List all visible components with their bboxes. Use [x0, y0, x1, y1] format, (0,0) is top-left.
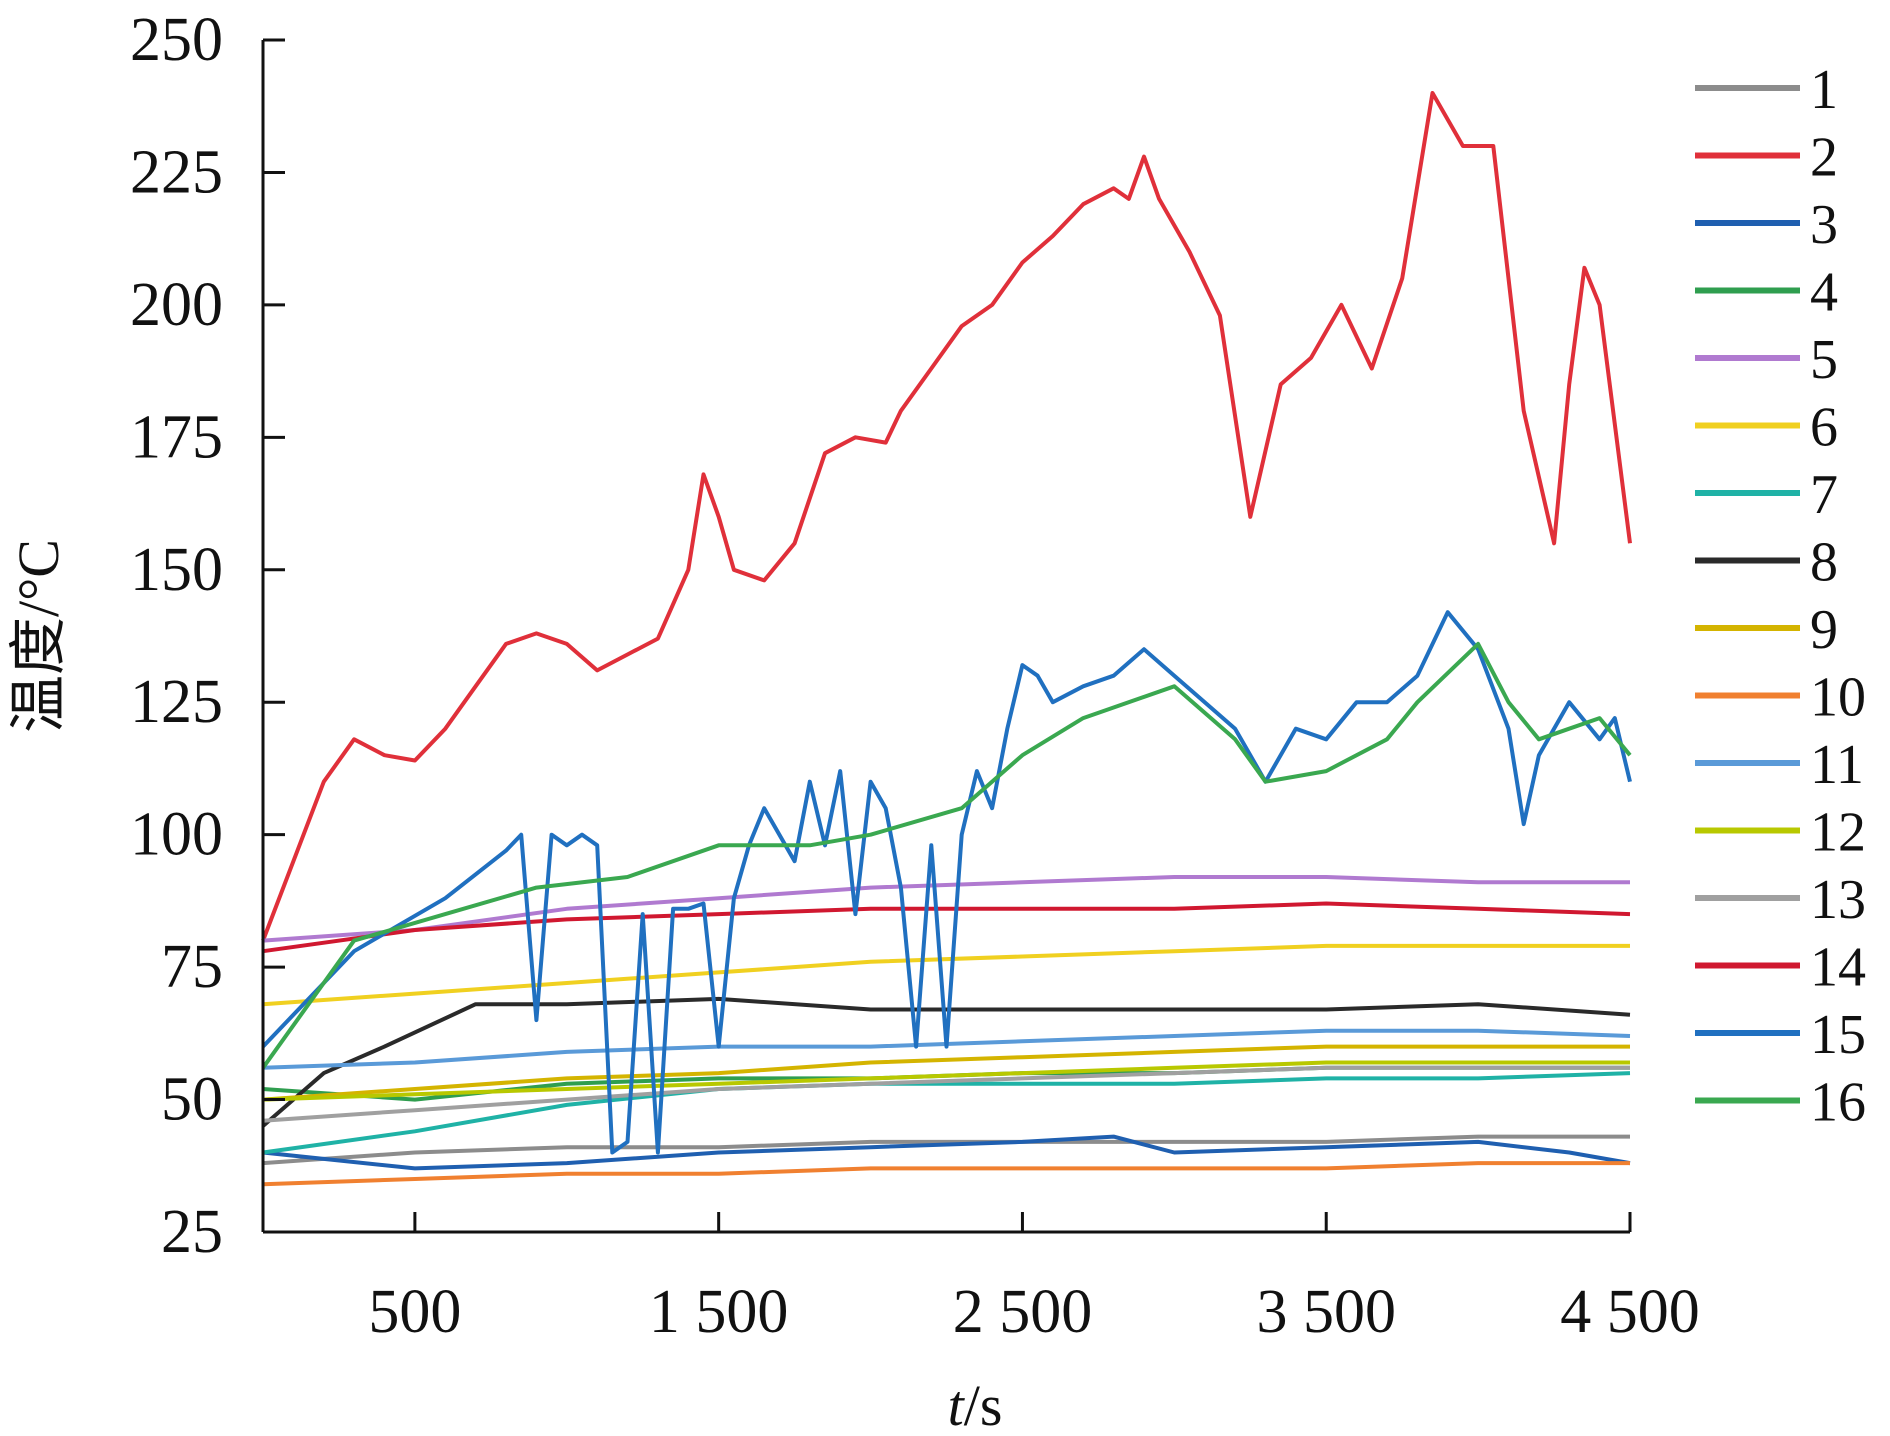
- series-line-12: [262, 1060, 1630, 1102]
- legend-label-4: 4: [1810, 262, 1838, 324]
- legend-label-14: 14: [1810, 937, 1866, 999]
- y-tick-label: 225: [130, 138, 223, 206]
- x-axis-title-unit: /s: [964, 1373, 1003, 1436]
- series-line-9: [262, 1044, 1630, 1102]
- x-tick-label: 2 500: [953, 1278, 1093, 1346]
- legend-label-16: 16: [1810, 1072, 1866, 1134]
- series-line-6: [262, 943, 1630, 1007]
- legend-label-7: 7: [1810, 464, 1838, 526]
- series-line-2: [261, 91, 1632, 942]
- series-line-3: [262, 1134, 1631, 1171]
- legend-label-6: 6: [1810, 397, 1838, 459]
- series-line-13: [262, 1065, 1630, 1123]
- legend-label-12: 12: [1810, 802, 1866, 864]
- x-tick-label: 3 500: [1256, 1278, 1396, 1346]
- x-tick-label: 4 500: [1560, 1278, 1700, 1346]
- x-tick-label: 1 500: [649, 1278, 789, 1346]
- axes: [261, 40, 1630, 1234]
- x-axis-title-variable: t: [948, 1373, 966, 1436]
- x-ticks: 500 1 500 2 500 3 500 4 500: [368, 1212, 1700, 1346]
- series-line-7: [262, 1071, 1631, 1155]
- series-line-15: [261, 610, 1632, 1155]
- plot-lines: [261, 91, 1632, 1187]
- y-tick-label: 150: [130, 536, 223, 604]
- legend-label-10: 10: [1810, 667, 1866, 729]
- y-tick-label: 50: [161, 1066, 223, 1134]
- y-tick-label: 125: [130, 668, 223, 736]
- legend-label-2: 2: [1810, 127, 1838, 189]
- y-tick-label: 250: [130, 6, 223, 74]
- legend-label-5: 5: [1810, 329, 1838, 391]
- series-line-8: [261, 996, 1631, 1128]
- legend-label-15: 15: [1810, 1004, 1866, 1066]
- x-axis-title: t/s: [948, 1373, 1003, 1436]
- series-line-5: [262, 875, 1630, 943]
- y-ticks: 25 50 75 100 125 150 175 200 225 250: [130, 6, 285, 1266]
- legend-label-13: 13: [1810, 869, 1866, 931]
- series-line-16: [261, 641, 1632, 1069]
- y-tick-label: 175: [130, 403, 223, 471]
- legend-label-3: 3: [1810, 194, 1838, 256]
- y-tick-label: 25: [161, 1198, 223, 1266]
- y-axis-title: 温度/°C: [6, 539, 71, 733]
- y-tick-label: 100: [130, 801, 223, 869]
- y-tick-label: 200: [130, 271, 223, 339]
- series-line-14: [262, 901, 1631, 954]
- legend-label-11: 11: [1810, 734, 1864, 796]
- series-line-10: [262, 1161, 1630, 1187]
- legend-label-8: 8: [1810, 532, 1838, 594]
- legend-label-9: 9: [1810, 599, 1838, 661]
- series-line-1: [262, 1134, 1630, 1166]
- legend-label-1: 1: [1810, 59, 1838, 121]
- y-tick-label: 75: [161, 933, 223, 1001]
- x-tick-label: 500: [368, 1278, 461, 1346]
